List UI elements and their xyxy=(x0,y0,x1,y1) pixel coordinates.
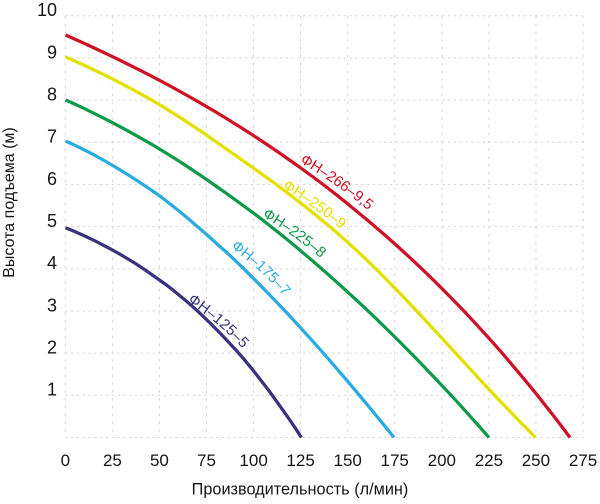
svg-text:175: 175 xyxy=(381,451,409,470)
svg-text:150: 150 xyxy=(334,451,362,470)
svg-text:0: 0 xyxy=(61,451,70,470)
svg-text:5: 5 xyxy=(47,211,57,231)
svg-text:50: 50 xyxy=(150,451,169,470)
svg-text:Производительность (л/мин): Производительность (л/мин) xyxy=(192,481,409,499)
svg-text:3: 3 xyxy=(47,295,57,315)
svg-text:4: 4 xyxy=(47,253,57,273)
svg-text:9: 9 xyxy=(47,42,57,62)
svg-text:250: 250 xyxy=(522,451,550,470)
svg-text:125: 125 xyxy=(286,451,314,470)
svg-text:1: 1 xyxy=(47,380,57,400)
svg-text:7: 7 xyxy=(47,127,57,147)
svg-text:Высота подъема (м): Высота подъема (м) xyxy=(1,127,18,277)
svg-text:8: 8 xyxy=(47,85,57,105)
svg-text:275: 275 xyxy=(569,451,597,470)
svg-text:200: 200 xyxy=(428,451,456,470)
svg-text:2: 2 xyxy=(47,338,57,358)
svg-text:6: 6 xyxy=(47,169,57,189)
svg-text:75: 75 xyxy=(197,451,216,470)
svg-text:25: 25 xyxy=(103,451,122,470)
svg-text:100: 100 xyxy=(239,451,267,470)
svg-text:10: 10 xyxy=(37,0,57,20)
svg-text:225: 225 xyxy=(475,451,503,470)
